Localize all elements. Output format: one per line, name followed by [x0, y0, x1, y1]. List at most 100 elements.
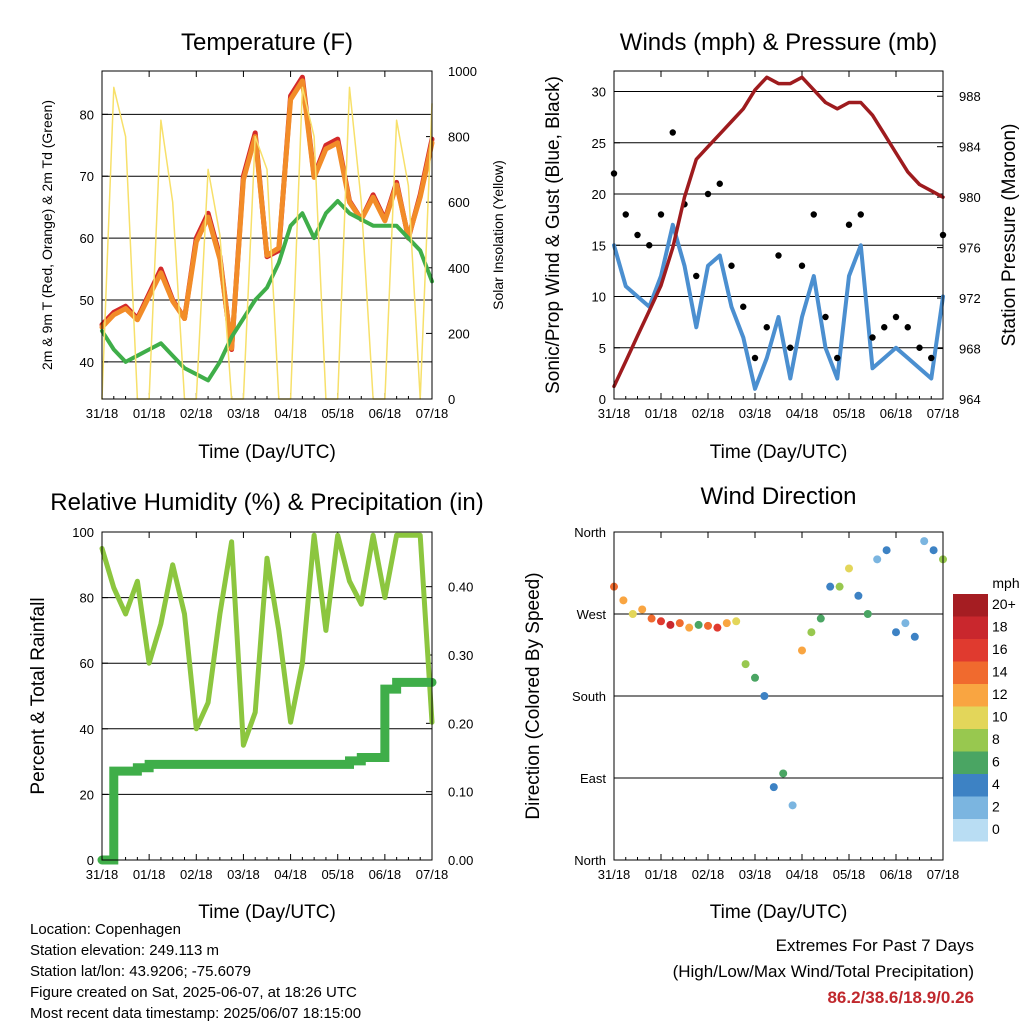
x-axis-label: Time (Day/UTC) — [198, 902, 336, 923]
gust-point — [857, 211, 864, 218]
gust-point — [622, 211, 629, 218]
direction-point — [769, 783, 778, 792]
direction-point — [732, 617, 741, 626]
y-tick-label: South — [572, 689, 606, 704]
direction-point — [619, 596, 628, 605]
series-line-wind — [612, 222, 945, 391]
colorbar-title: mph — [992, 575, 1019, 591]
gust-point — [916, 344, 923, 351]
y-tick-label: 15 — [592, 238, 606, 253]
chart-title: Wind Direction — [700, 483, 856, 510]
y-tick-label: 50 — [80, 293, 94, 308]
recent-timestamp: Most recent data timestamp: 2025/06/07 1… — [30, 1005, 362, 1022]
gust-point — [881, 324, 888, 331]
direction-point — [657, 617, 665, 626]
y-tick-label: 0 — [87, 853, 94, 868]
x-axis-label: Time (Day/UTC) — [710, 442, 848, 463]
y-right-tick-label: 200 — [448, 326, 470, 341]
chart-title: Winds (mph) & Pressure (mb) — [620, 29, 937, 56]
y-right-tick-label: 984 — [959, 140, 981, 155]
plot-frame — [613, 70, 944, 400]
colorbar-swatch — [953, 819, 988, 842]
y-right-tick-label: 976 — [959, 241, 981, 256]
x-tick-label: 04/18 — [786, 867, 819, 882]
series-line-2m-td — [100, 199, 434, 383]
series-line-relative-humidity — [99, 532, 435, 748]
y-axis-label: 2m & 9m T (Red, Orange) & 2m Td (Green) — [39, 100, 55, 370]
y-tick-label: North — [574, 853, 606, 868]
colorbar-swatch — [953, 706, 988, 729]
y-right-tick-label: 0.00 — [448, 853, 473, 868]
x-tick-label: 01/18 — [645, 867, 678, 882]
series-line-precipitation — [97, 677, 437, 865]
gust-point — [822, 313, 829, 321]
gust-point — [669, 129, 676, 136]
x-tick-label: 31/18 — [598, 406, 631, 421]
y-tick-label: 60 — [80, 231, 94, 246]
gust-point — [740, 303, 747, 310]
y-axis-label-right: Solar Insolation (Yellow) — [490, 160, 506, 310]
x-tick-label: 04/18 — [274, 867, 307, 882]
x-tick-label: 01/18 — [645, 406, 678, 421]
extremes-panel: Extremes For Past 7 Days (High/Low/Max W… — [673, 933, 974, 1011]
station-elevation: Station elevation: 249.113 m — [30, 942, 220, 959]
y-axis-label: Percent & Total Rainfall — [28, 597, 49, 794]
station-latlon: Station lat/lon: 43.9206; -75.6079 — [30, 963, 252, 980]
gust-point — [787, 344, 794, 351]
y-right-tick-label: 0 — [448, 392, 455, 407]
x-tick-label: 02/18 — [692, 867, 725, 882]
y-right-tick-label: 600 — [448, 195, 470, 210]
direction-point — [638, 605, 647, 614]
colorbar-swatch — [953, 729, 988, 752]
plot-frame — [101, 531, 433, 861]
y-right-tick-label: 400 — [448, 261, 470, 276]
extremes-values: 86.2/38.6/18.9/0.26 — [827, 988, 974, 1007]
x-tick-label: 03/18 — [227, 406, 260, 421]
direction-point — [788, 801, 797, 810]
x-tick-label: 07/18 — [416, 406, 449, 421]
direction-point — [816, 614, 825, 623]
direction-point — [882, 546, 891, 555]
x-tick-label: 04/18 — [274, 406, 307, 421]
x-tick-label: 06/18 — [880, 867, 913, 882]
x-tick-label: 07/18 — [416, 867, 449, 882]
colorbar-label: 6 — [992, 754, 1000, 770]
gust-point — [751, 354, 759, 362]
plot-frame — [101, 70, 433, 400]
y-right-tick-label: 968 — [959, 342, 981, 357]
direction-point — [873, 555, 882, 564]
gust-point — [704, 190, 712, 198]
x-tick-label: 05/18 — [321, 867, 354, 882]
gust-point — [869, 334, 876, 341]
x-tick-label: 07/18 — [927, 406, 960, 421]
station-info: Location: Copenhagen Station elevation: … — [30, 919, 361, 1024]
colorbar-label: 16 — [992, 641, 1008, 657]
direction-point — [713, 623, 722, 632]
gust-point — [904, 324, 911, 331]
direction-point — [647, 614, 656, 623]
gust-point — [834, 354, 841, 362]
direction-point — [741, 660, 750, 669]
gust-point — [728, 262, 735, 269]
series-line-9m-t — [99, 78, 435, 351]
gust-point — [928, 354, 935, 362]
chart-panel-1: Temperature (F) Time (Day/UTC) 31/18 01/18 0… — [39, 29, 506, 463]
x-tick-label: 06/18 — [369, 867, 402, 882]
y-tick-label: 80 — [80, 107, 94, 122]
y-tick-label: East — [580, 771, 606, 786]
x-tick-label: 03/18 — [227, 867, 260, 882]
chart-panel-2: Winds (mph) & Pressure (mb) Time (Day/UTC… — [543, 29, 1020, 463]
x-tick-label: 05/18 — [833, 406, 866, 421]
colorbar-swatch — [953, 796, 988, 819]
x-axis-label: Time (Day/UTC) — [198, 442, 336, 463]
y-tick-label: 25 — [592, 136, 606, 151]
y-axis-label-right: Station Pressure (Maroon) — [999, 124, 1020, 347]
direction-point — [704, 621, 712, 630]
series-line-pressure — [612, 75, 945, 389]
direction-point — [892, 628, 900, 637]
y-tick-label: 0 — [599, 392, 606, 407]
y-right-tick-label: 1000 — [448, 64, 477, 79]
y-tick-label: West — [577, 607, 607, 622]
